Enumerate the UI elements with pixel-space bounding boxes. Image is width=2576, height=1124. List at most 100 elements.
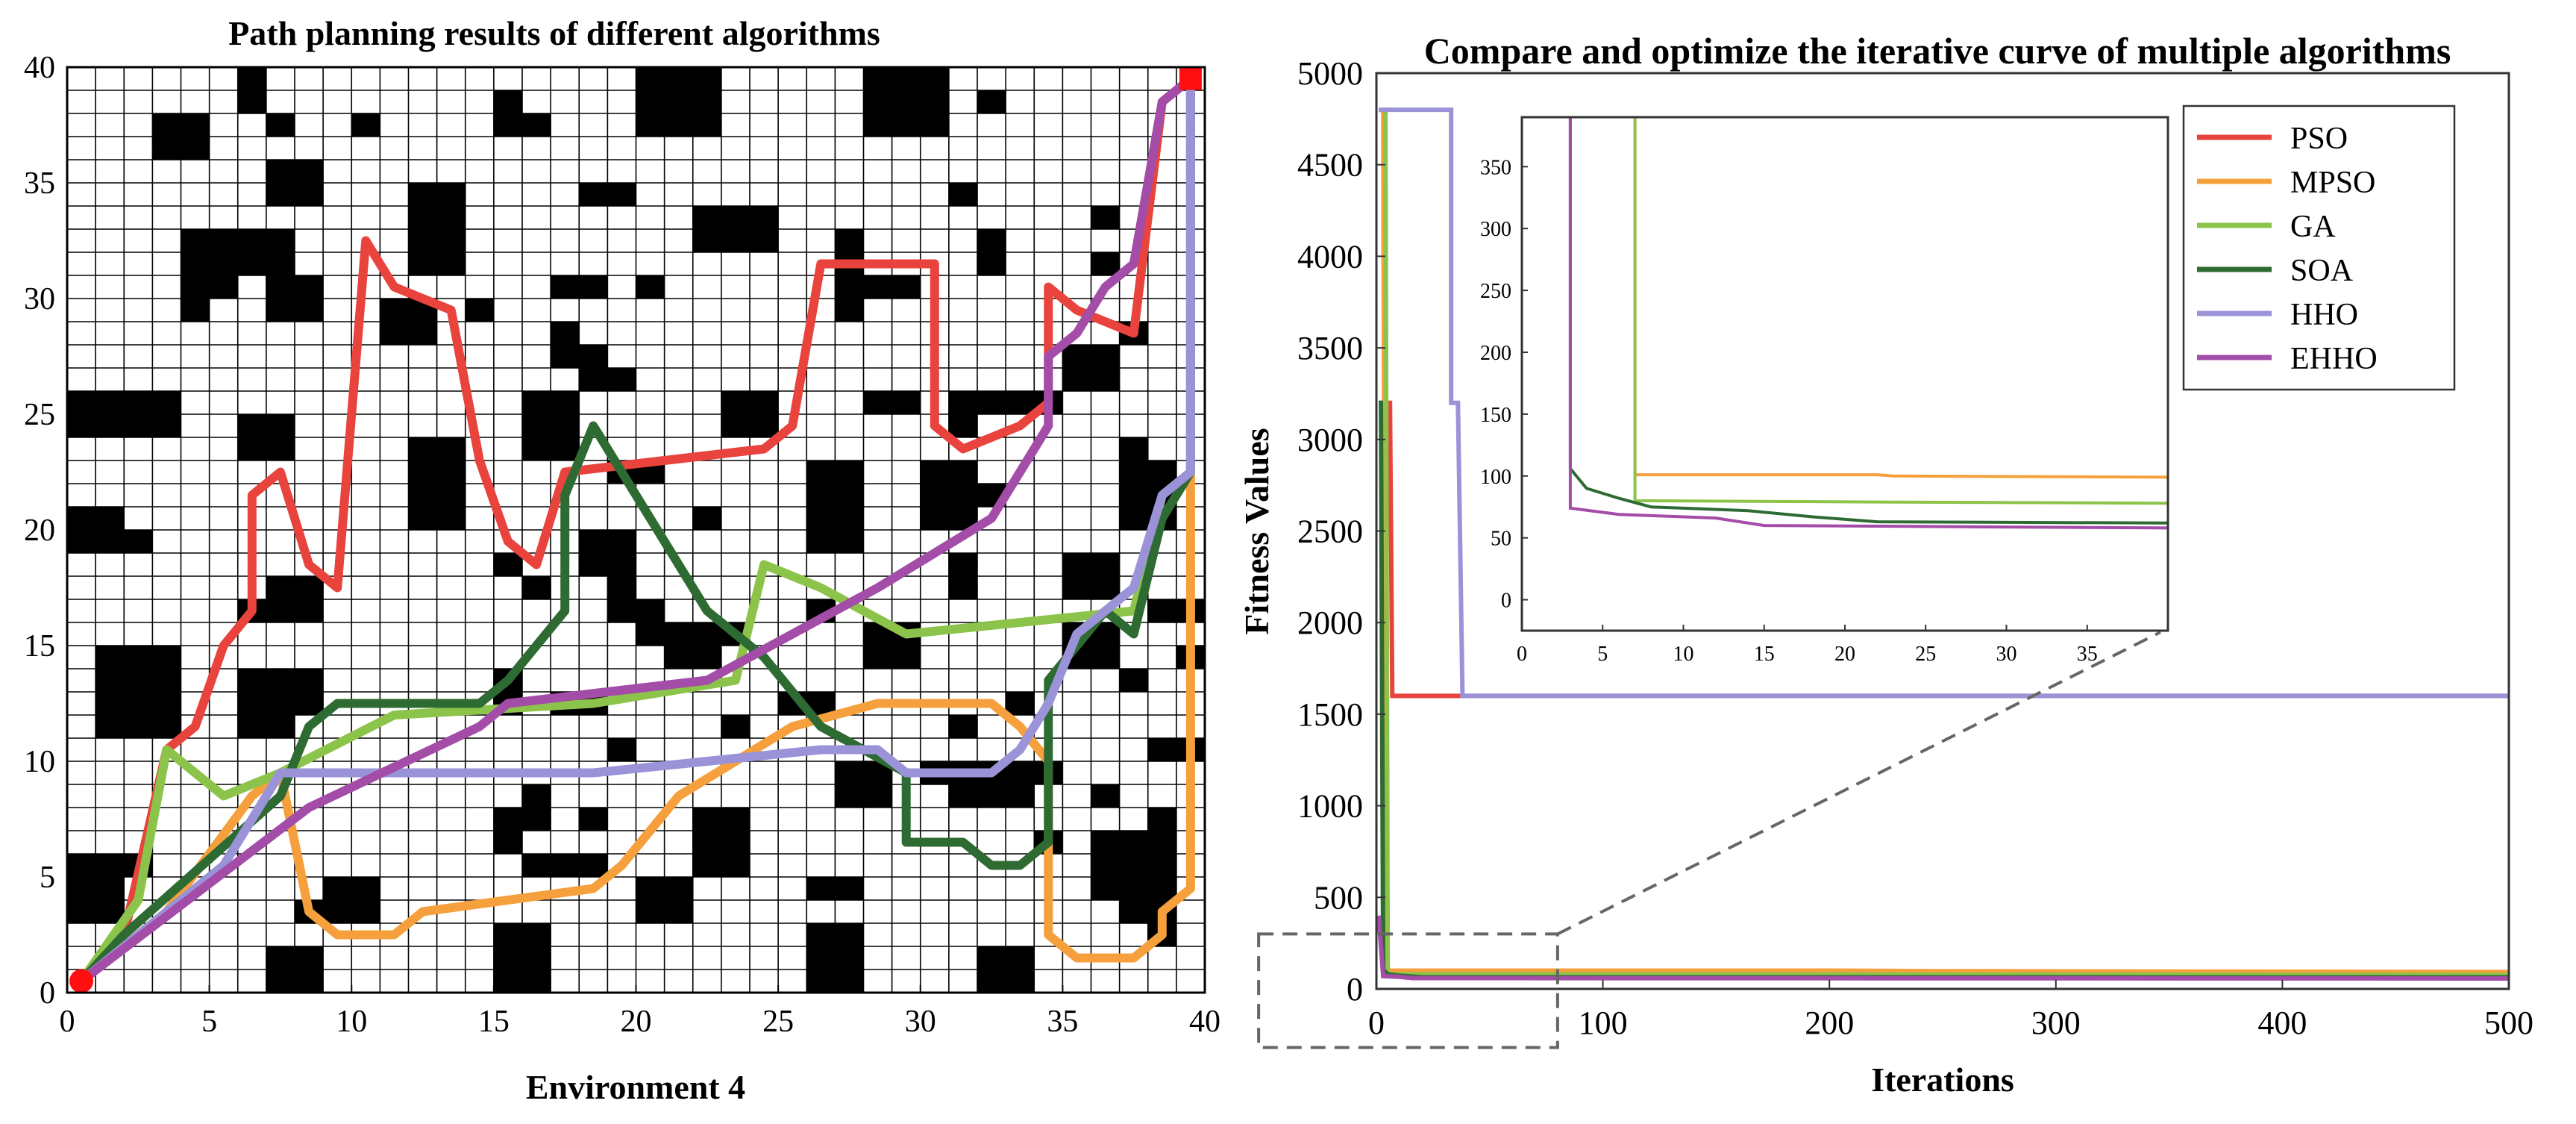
start-goal-markers: [69, 67, 1202, 993]
obstacle-cell: [806, 923, 864, 993]
obstacle-cell: [266, 275, 324, 322]
obstacle-cell: [152, 113, 210, 160]
obstacle-cell: [920, 460, 977, 530]
legend-label: GA: [2290, 210, 2336, 244]
obstacle-cell: [351, 113, 380, 137]
obstacle-cell: [579, 183, 636, 206]
obstacle-cell: [493, 808, 522, 854]
legend-label: HHO: [2290, 298, 2358, 332]
x-tick-label: 40: [1189, 1005, 1220, 1039]
inset-y-tick-label: 250: [1480, 280, 1511, 303]
obstacle-cell: [1062, 345, 1120, 391]
obstacle-cell: [493, 553, 522, 576]
obstacle-cell: [948, 553, 977, 599]
obstacle-cell: [607, 530, 636, 622]
obstacle-cell: [1091, 831, 1176, 877]
obstacle-cell: [266, 946, 324, 993]
legend-label: SOA: [2290, 254, 2354, 288]
obstacle-cell: [664, 622, 721, 669]
y-tick-label: 1000: [1297, 788, 1363, 825]
y-tick-label: 1500: [1297, 696, 1363, 733]
inset-y-tick-labels: 0 50 100 150 200 250 300 350: [1480, 156, 1528, 613]
obstacle-cell: [408, 437, 466, 530]
inset-y-tick-label: 50: [1491, 528, 1511, 551]
x-tick-label: 0: [1368, 1005, 1385, 1041]
inset-x-tick-label: 0: [1517, 643, 1527, 666]
obstacle-cell: [522, 784, 551, 808]
obstacle-cell: [806, 460, 864, 553]
obstacle-cell: [1062, 553, 1120, 599]
y-tick-label: 5: [40, 861, 55, 895]
obstacle-cell: [1091, 206, 1120, 229]
inset-x-tick-labels: 0 5 10 15 20 25 30 35: [1517, 625, 2098, 666]
obstacle-cell: [692, 808, 750, 877]
zoom-box: [1257, 932, 1559, 1049]
obstacle-cell: [607, 738, 636, 761]
obstacle-cell: [551, 322, 580, 368]
obstacle-cell: [977, 946, 1035, 993]
curve-ehho: [1376, 915, 2510, 981]
obstacle-cell: [636, 67, 721, 137]
inset-y-tick-label: 300: [1480, 218, 1511, 241]
legend-item-mpso: MPSO: [2197, 166, 2375, 200]
zoom-connector: [1556, 631, 2161, 936]
obstacle-cell: [977, 90, 1006, 113]
inset-background: [1522, 117, 2168, 631]
legend-label: MPSO: [2290, 166, 2375, 200]
path-planning-chart: Path planning results of different algor…: [24, 14, 1220, 1106]
inset-y-tick-label: 350: [1480, 156, 1511, 179]
obstacle-cell: [181, 275, 210, 322]
obstacle-cell: [806, 877, 864, 900]
inset-y-tick-label: 150: [1480, 404, 1511, 427]
y-tick-label: 40: [24, 51, 55, 85]
inset-x-tick-label: 35: [2077, 643, 2098, 666]
inset-y-tick-label: 100: [1480, 466, 1511, 489]
obstacle-cell: [636, 275, 665, 299]
inset-zoom-plot: 0 5 10 15 20 25 30 35 0 50 100 150 200 250 300 350: [1480, 116, 2169, 666]
obstacle-cell: [1119, 437, 1148, 460]
obstacle-cell: [380, 299, 437, 345]
start-marker: [69, 969, 94, 993]
goal-marker: [1179, 67, 1202, 90]
obstacle-cell: [1091, 877, 1120, 900]
obstacle-cell: [1006, 692, 1035, 715]
obstacle-cell: [266, 576, 324, 622]
y-tick-label: 3000: [1297, 422, 1363, 458]
legend-item-pso: PSO: [2197, 122, 2348, 156]
legend-label: PSO: [2290, 122, 2348, 156]
obstacle-cell: [209, 275, 238, 299]
inset-x-tick-label: 15: [1754, 643, 1775, 666]
obstacle-cell: [266, 113, 295, 137]
y-tick-label: 0: [40, 976, 55, 1011]
y-tick-label: 3500: [1297, 330, 1363, 366]
obstacle-cell: [948, 715, 977, 738]
x-tick-label: 0: [60, 1005, 75, 1039]
algorithm-paths: [77, 74, 1195, 986]
x-tick-label: 10: [336, 1005, 367, 1039]
obstacle-cell: [493, 90, 522, 137]
legend-item-ga: GA: [2197, 210, 2336, 244]
obstacle-cell: [95, 646, 181, 738]
obstacle-cell: [237, 67, 266, 113]
obstacle-cell: [835, 761, 892, 808]
y-tick-labels: 0 500 1000 1500 2000 2500 3000 3500 4000 4500 5000: [1297, 55, 1385, 1008]
legend-box: [2182, 104, 2456, 391]
legend-item-hho: HHO: [2197, 298, 2358, 332]
y-tick-label: 0: [1347, 971, 1363, 1008]
inset-x-tick-label: 25: [1915, 643, 1936, 666]
obstacle-cell: [721, 391, 779, 437]
y-tick-label: 20: [24, 513, 55, 548]
x-tick-label: 200: [1805, 1005, 1854, 1041]
obstacle-cell: [835, 229, 864, 252]
left-x-axis-label: Environment 4: [526, 1068, 745, 1106]
x-tick-label: 100: [1579, 1005, 1628, 1041]
obstacle-cell: [1147, 738, 1205, 761]
convergence-curves: [1376, 107, 2510, 981]
y-tick-label: 10: [24, 745, 55, 779]
obstacle-cell: [863, 391, 921, 414]
obstacle-cell: [636, 877, 693, 923]
legend-label: EHHO: [2290, 342, 2378, 376]
obstacle-cells: [67, 67, 1205, 993]
obstacle-cell: [295, 669, 324, 715]
